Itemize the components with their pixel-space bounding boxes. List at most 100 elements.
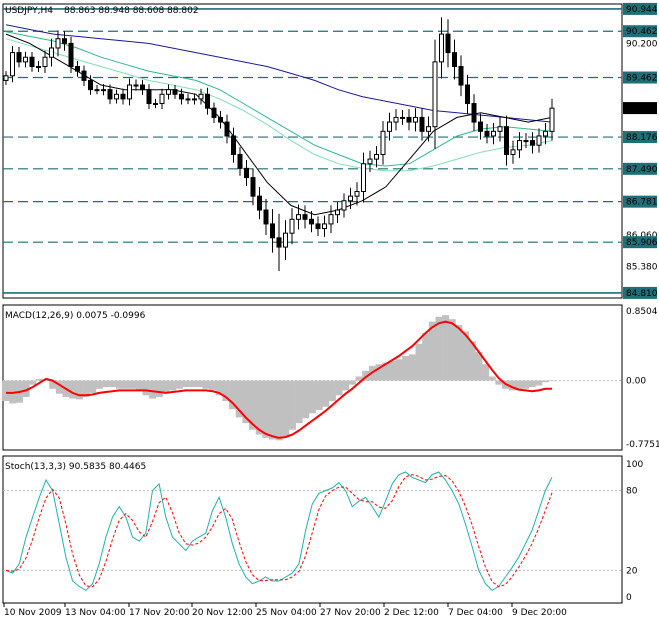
macd-histogram-bar-21 (142, 380, 150, 396)
macd-histogram-bar-8 (55, 380, 63, 394)
macd-histogram-bar-81 (542, 380, 549, 383)
symbol-title: USDJPY,H4 (5, 6, 53, 16)
macd-histogram-bar-14 (95, 380, 103, 389)
candle-body-36 (237, 153, 243, 169)
level-label-5: 86.781 (626, 198, 658, 208)
candle-body-0 (3, 75, 9, 81)
candle-body-70 (458, 66, 464, 86)
candle-body-12 (81, 70, 87, 81)
candle-body-11 (75, 66, 80, 72)
candle-body-32 (211, 107, 217, 118)
level-box-0 (623, 2, 657, 15)
moving-average-line-0 (5, 24, 553, 123)
macd-histogram-bar-0 (2, 380, 10, 402)
level-label-6: 85.906 (626, 238, 658, 248)
pane-frame-stoch (2, 455, 623, 604)
candle-body-65 (426, 126, 431, 132)
x-axis-label-1: 13 Nov 04:00 (65, 608, 126, 618)
candle-body-75 (491, 130, 496, 137)
ohlc-label: 88.863 88.948 88.608 88.802 (64, 6, 199, 16)
macd-histogram-bar-72 (482, 364, 490, 381)
candle-body-43 (283, 232, 288, 248)
candle-body-74 (484, 130, 490, 137)
macd-histogram-bar-73 (488, 376, 496, 381)
candle-body-24 (159, 93, 165, 105)
stoch-tick-label-3: 0 (626, 593, 632, 603)
candle-body-73 (478, 121, 483, 132)
macd-signal-line (6, 320, 552, 439)
macd-tick-label-1: 0.00 (626, 377, 646, 387)
current-price-box (623, 102, 657, 115)
macd-histogram-bar-49 (328, 380, 336, 402)
macd-histogram-bar-31 (209, 380, 217, 391)
macd-histogram-bar-43 (288, 380, 296, 430)
macd-histogram-bar-36 (242, 380, 250, 424)
candle-body-44 (289, 218, 295, 234)
stoch-main-line (5, 471, 553, 592)
candle-body-69 (452, 52, 457, 68)
level-box-2 (623, 71, 657, 84)
candle-body-18 (120, 93, 126, 100)
candle-body-68 (445, 33, 451, 54)
candle-body-78 (510, 149, 516, 155)
macd-histogram-bar-47 (315, 380, 323, 411)
macd-histogram-bar-30 (202, 380, 210, 389)
macd-histogram-bar-10 (69, 380, 77, 399)
stoch-signal-line (5, 474, 553, 588)
candle-body-5 (36, 66, 41, 69)
macd-histogram-bar-27 (182, 380, 190, 388)
candle-body-60 (393, 116, 399, 123)
level-label-7: 84.810 (626, 289, 658, 299)
macd-histogram-bar-77 (515, 380, 523, 391)
level-box-1 (623, 25, 657, 38)
macd-histogram-bar-52 (348, 380, 356, 385)
level-label-3: 88.176 (626, 133, 658, 143)
candle-body-54 (354, 191, 360, 197)
stoch-tick-label-2: 20 (626, 566, 638, 576)
candle-body-22 (146, 89, 152, 105)
candle-body-21 (140, 84, 145, 91)
price-tick-label-0: 90.200 (626, 39, 658, 49)
x-axis-label-3: 20 Nov 12:00 (192, 608, 253, 618)
macd-histogram-bar-11 (75, 380, 83, 400)
candle-body-37 (244, 167, 249, 179)
candle-body-19 (127, 84, 132, 100)
macd-histogram-bar-33 (222, 380, 230, 402)
macd-histogram-bar-7 (49, 380, 57, 389)
macd-histogram-bar-57 (382, 362, 390, 381)
candle-body-30 (198, 93, 204, 100)
macd-tick-label-0: 0.8504 (626, 307, 658, 317)
pane-frame-price (2, 3, 623, 299)
candle-body-28 (185, 98, 191, 101)
macd-histogram-bar-3 (22, 380, 30, 397)
candle-body-71 (465, 84, 470, 105)
candle-body-14 (94, 89, 100, 92)
macd-histogram-bar-76 (508, 380, 516, 391)
candle-body-47 (309, 218, 314, 225)
candle-body-29 (192, 98, 197, 101)
candle-body-1 (10, 52, 15, 77)
x-axis-label-8: 9 Dec 20:00 (512, 608, 567, 618)
candle-body-59 (387, 121, 392, 132)
candle-body-58 (380, 130, 386, 155)
x-axis-label-6: 2 Dec 12:00 (384, 608, 439, 618)
macd-histogram-bar-80 (535, 380, 543, 386)
macd-histogram-bar-45 (302, 380, 310, 419)
candle-body-26 (172, 89, 178, 95)
level-box-7 (623, 286, 657, 299)
candle-body-9 (62, 38, 67, 44)
macd-histogram-bar-26 (175, 380, 183, 389)
candle-body-66 (432, 61, 438, 128)
macd-histogram-bar-44 (295, 380, 303, 424)
candle-body-34 (224, 121, 230, 137)
macd-histogram-bar-32 (215, 380, 223, 396)
candle-body-63 (413, 116, 418, 123)
candle-body-41 (270, 223, 275, 239)
candle-body-33 (218, 116, 223, 123)
level-label-1: 90.462 (626, 27, 658, 37)
macd-histogram-bar-20 (135, 380, 143, 391)
macd-histogram-bar-58 (388, 360, 396, 381)
candle-body-77 (504, 126, 509, 155)
candle-body-35 (231, 135, 236, 155)
